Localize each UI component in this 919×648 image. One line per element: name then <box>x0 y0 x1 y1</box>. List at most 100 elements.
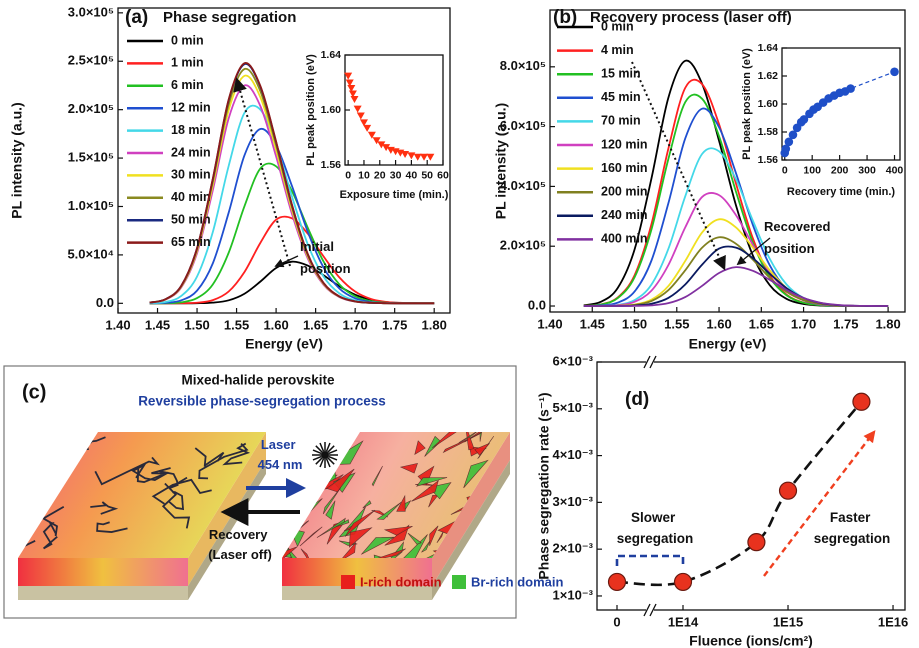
y-tick-label: 6×10⁻³ <box>553 353 594 368</box>
domain <box>421 540 431 553</box>
marker <box>413 153 422 161</box>
x-tick-label: 1.40 <box>537 316 562 331</box>
y-tick-label: 3×10⁻³ <box>553 494 594 509</box>
axis-break <box>643 355 651 369</box>
y-tick-label: 3.0×10⁵ <box>68 4 114 19</box>
x-tick-label: 1.45 <box>580 316 605 331</box>
y-axis-label: PL intensity (a.u.) <box>9 102 25 218</box>
axis-break-gap <box>646 356 654 368</box>
x-tick-label: 20 <box>374 169 386 181</box>
x-tick-label: 1.65 <box>749 316 774 331</box>
annotation-arrow <box>736 237 771 266</box>
laser-ray <box>325 442 331 452</box>
y-tick-label: 5.0×10⁴ <box>67 246 114 261</box>
marker <box>348 90 357 98</box>
recovery-label: Recovery (Laser off) <box>208 527 272 562</box>
laser-ray <box>312 449 322 455</box>
spectrum-line <box>149 62 435 305</box>
domain <box>411 479 439 502</box>
panel-label: (b) <box>553 7 577 28</box>
legend-label: 15 min <box>601 66 641 80</box>
x-tick-label: 1.55 <box>664 316 689 331</box>
y-tick-label: 1.62 <box>758 70 779 82</box>
y-axis-label: PL peak position (eV) <box>741 48 753 160</box>
y-axis-label: PL intensity (a.u.) <box>493 103 509 219</box>
y-tick-label: 2.0×10⁵ <box>68 101 114 116</box>
domain <box>362 500 372 509</box>
x-tick-label: 0 <box>613 614 620 629</box>
y-tick-label: 1×10⁻³ <box>553 587 594 602</box>
marker <box>607 572 627 592</box>
x-tick-label: 400 <box>886 164 904 176</box>
x-axis-label: Recovery time (min.) <box>787 186 896 198</box>
grain-boundary <box>41 505 65 537</box>
marker <box>350 96 359 103</box>
marker <box>359 119 368 127</box>
domain <box>316 517 346 538</box>
domain <box>428 494 439 508</box>
laser-ray <box>315 445 323 453</box>
annotation: Recovered position <box>764 219 834 256</box>
chart-title: Phase segregation <box>163 9 296 26</box>
x-tick-label: 10 <box>358 169 370 181</box>
diagram-subtitle: Reversible phase-segregation process <box>138 394 386 409</box>
y-axis-label: Phase segregation rate (s⁻¹) <box>536 392 552 579</box>
grain-boundary <box>198 443 249 480</box>
x-axis-label: Exposure time (min.) <box>340 189 449 201</box>
marker <box>784 137 794 147</box>
slab-front <box>282 558 432 586</box>
domain <box>442 433 481 454</box>
domain <box>339 541 356 558</box>
domain <box>383 525 413 536</box>
marker <box>356 112 365 120</box>
annotation: Initial position <box>300 239 351 276</box>
domain <box>407 532 422 545</box>
legend-swatch <box>452 575 466 589</box>
domain <box>463 459 489 489</box>
legend-label: 240 min <box>601 208 648 222</box>
y-tick-label: 1.58 <box>758 126 779 138</box>
panel-label: (d) <box>625 389 649 410</box>
annotation: Faster segregation <box>814 510 891 546</box>
x-tick-label: 40 <box>406 169 418 181</box>
y-tick-label: 2.5×10⁵ <box>68 53 114 68</box>
marker <box>353 105 362 113</box>
y-tick-label: 1.64 <box>758 42 779 54</box>
marker <box>363 124 372 132</box>
y-tick-label: 1.56 <box>321 159 342 171</box>
domain <box>322 487 341 515</box>
chart: 1.40 1.45 1.50 1.55 1.60 1.65 1.70 1.75 1.80 0.0 2… <box>493 7 906 352</box>
marker <box>426 153 435 161</box>
chart-title: Recovery process (laser off) <box>590 9 792 26</box>
laser-icon <box>312 442 338 468</box>
legend-label: 70 min <box>601 114 641 128</box>
legend-label: 6 min <box>171 78 204 92</box>
laser-ray <box>327 445 335 453</box>
grain-boundary <box>222 442 251 466</box>
shift-arrow <box>233 77 291 267</box>
domain <box>371 465 383 487</box>
x-tick-label: 1.75 <box>833 316 858 331</box>
x-tick-label: 1E15 <box>773 614 803 629</box>
marker <box>781 144 791 154</box>
legend-label: 4 min <box>601 43 634 57</box>
marker <box>778 481 798 500</box>
chart: 1.40 1.45 1.50 1.55 1.60 1.65 1.70 1.75 1.80 0.0 5… <box>9 4 451 352</box>
x-axis-label: Energy (eV) <box>689 336 767 352</box>
legend-label: 200 min <box>601 184 648 198</box>
slab-substrate <box>282 586 432 600</box>
laser-ray <box>328 455 338 461</box>
x-tick-label: 50 <box>421 169 433 181</box>
x-tick-label: 1.40 <box>105 317 130 332</box>
spectrum-line <box>583 266 889 307</box>
legend-label: 50 min <box>171 212 211 226</box>
grain-boundary <box>136 467 171 483</box>
laser-ray <box>315 457 323 465</box>
domain <box>414 440 426 456</box>
domain <box>432 432 457 449</box>
x-tick-label: 1.65 <box>303 317 328 332</box>
slab-substrate-side <box>188 460 266 600</box>
y-tick-label: 1.5×10⁵ <box>68 150 114 165</box>
marker <box>846 84 855 93</box>
